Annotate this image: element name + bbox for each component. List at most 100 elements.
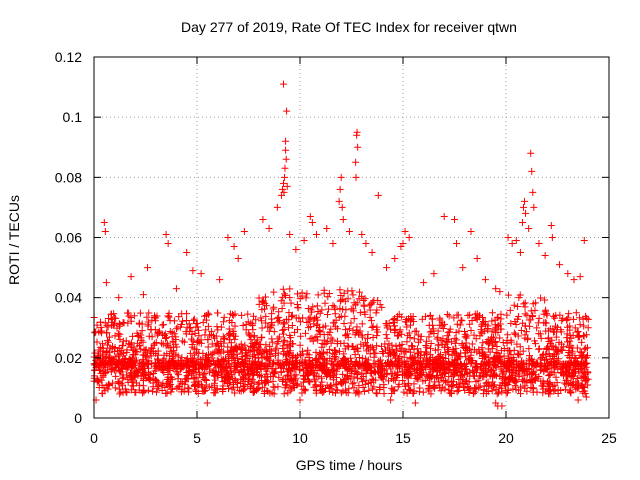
data-point — [213, 372, 221, 380]
data-point-outlier — [391, 255, 399, 263]
data-point — [116, 330, 124, 338]
data-point-outlier — [362, 240, 370, 248]
data-point-outlier — [530, 203, 538, 211]
data-point — [498, 388, 506, 396]
data-point — [305, 370, 313, 378]
x-tick-label: 0 — [90, 430, 98, 446]
data-point — [436, 361, 444, 369]
data-point — [349, 291, 357, 299]
data-point — [453, 311, 461, 319]
data-point-outlier — [282, 146, 290, 154]
data-point — [161, 330, 169, 338]
data-point — [390, 387, 398, 395]
data-point — [305, 377, 313, 385]
data-point — [150, 340, 158, 348]
data-point — [226, 331, 234, 339]
data-point — [355, 295, 363, 303]
data-point — [140, 387, 148, 395]
data-point — [320, 289, 328, 297]
data-point — [258, 383, 266, 391]
data-point-outlier — [292, 246, 300, 254]
data-point — [409, 389, 417, 397]
data-point — [419, 377, 427, 385]
data-point-outlier — [574, 396, 582, 404]
data-point — [544, 390, 552, 398]
data-point — [153, 388, 161, 396]
data-point-outlier — [521, 197, 529, 205]
data-point — [389, 319, 397, 327]
data-point — [201, 312, 209, 320]
data-point — [395, 380, 403, 388]
data-point — [435, 381, 443, 389]
data-point — [352, 301, 360, 309]
data-point — [239, 321, 247, 329]
y-tick-label: 0.12 — [55, 49, 82, 65]
data-point — [280, 299, 288, 307]
data-point-outlier — [451, 215, 458, 223]
data-point — [274, 349, 282, 357]
data-point — [238, 355, 246, 363]
data-point — [503, 311, 511, 319]
data-point — [510, 329, 518, 337]
data-point — [237, 345, 245, 353]
data-point — [280, 390, 288, 398]
data-point — [552, 373, 560, 381]
data-point — [238, 360, 246, 368]
data-point — [164, 382, 172, 390]
data-point-outlier — [548, 234, 556, 241]
data-point — [406, 334, 414, 342]
data-point — [488, 309, 496, 317]
data-point — [340, 320, 348, 328]
data-point — [584, 344, 592, 352]
data-point — [351, 331, 359, 339]
data-point — [112, 372, 120, 380]
data-point — [346, 325, 354, 333]
data-point — [327, 360, 335, 368]
data-point — [566, 331, 574, 339]
data-point — [425, 333, 433, 341]
data-point — [133, 339, 141, 347]
data-point — [180, 338, 188, 346]
data-point — [465, 356, 473, 364]
data-point-outlier — [352, 173, 360, 181]
data-point — [190, 374, 198, 382]
data-point — [225, 384, 233, 392]
data-point — [108, 321, 116, 329]
data-point — [497, 325, 505, 333]
data-point — [238, 311, 246, 319]
data-point — [281, 336, 289, 344]
data-point — [332, 353, 340, 361]
data-point — [456, 379, 464, 387]
y-tick-label: 0.04 — [55, 290, 82, 306]
data-point — [339, 370, 347, 378]
data-point — [298, 389, 306, 397]
data-point — [221, 377, 229, 385]
data-point — [208, 340, 216, 348]
data-point-outlier — [535, 240, 543, 248]
data-point — [196, 361, 204, 369]
data-point — [287, 299, 295, 307]
data-point — [365, 301, 373, 309]
data-point-outlier — [339, 215, 347, 223]
data-point — [510, 356, 518, 364]
data-point — [573, 344, 581, 352]
data-point — [160, 368, 168, 376]
data-point — [178, 388, 186, 396]
data-point-outlier — [564, 270, 572, 278]
data-point — [149, 348, 157, 356]
data-point — [309, 361, 317, 369]
data-point — [329, 350, 337, 358]
data-point — [257, 314, 265, 322]
data-point — [114, 360, 122, 368]
data-point — [505, 355, 513, 363]
data-point — [286, 285, 294, 293]
data-point — [208, 354, 216, 362]
data-point — [366, 306, 374, 314]
data-point — [548, 368, 556, 376]
data-point — [500, 376, 508, 384]
y-axis-label: ROTI / TECUs — [6, 195, 22, 285]
data-point — [99, 344, 107, 352]
data-point — [370, 349, 378, 357]
data-point — [368, 375, 376, 383]
data-point — [276, 360, 284, 368]
